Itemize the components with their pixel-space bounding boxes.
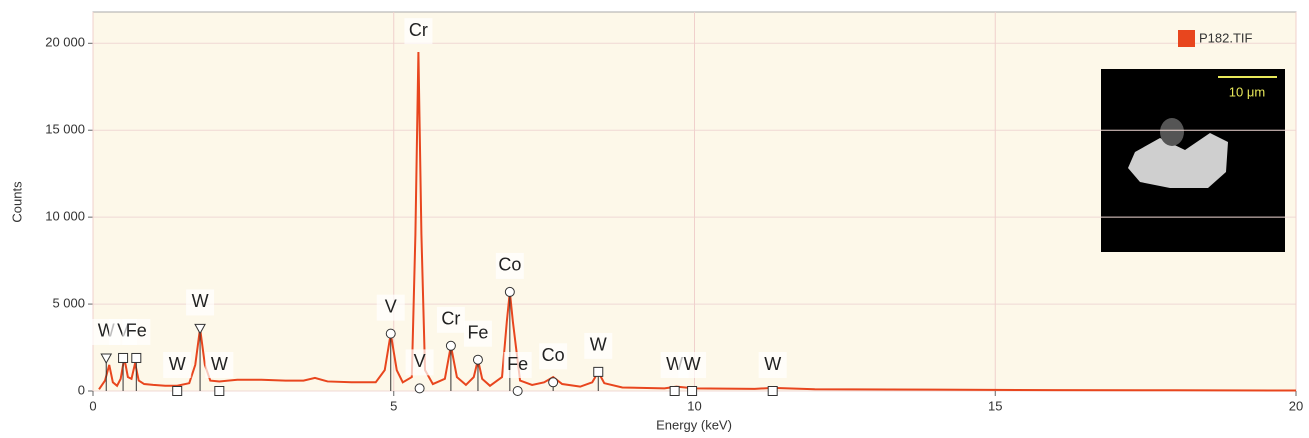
x-axis-label: Energy (keV) xyxy=(656,417,732,432)
marker xyxy=(386,329,395,338)
marker xyxy=(415,384,424,393)
marker xyxy=(513,387,522,396)
marker xyxy=(670,387,679,396)
marker xyxy=(119,353,128,362)
annotation-label: W xyxy=(684,354,701,374)
marker xyxy=(688,387,697,396)
y-tick-label: 0 xyxy=(78,382,85,397)
chart: Energy (keV) Counts 10 μm 0 5 000 10 000 15… xyxy=(0,0,1309,438)
marker xyxy=(173,387,182,396)
y-tick-label: 5 000 xyxy=(52,296,85,311)
scale-label: 10 μm xyxy=(1229,84,1265,99)
annotation-label: W xyxy=(192,291,209,311)
annotation-label: Cr xyxy=(409,20,428,40)
marker xyxy=(446,341,455,350)
annotation-label: V xyxy=(385,296,397,316)
annotation-label: W xyxy=(590,335,607,355)
annotation: Cr xyxy=(404,18,432,44)
marker xyxy=(132,353,141,362)
annotation-label: Fe xyxy=(507,354,528,374)
marker xyxy=(549,378,558,387)
x-tick-label: 20 xyxy=(1289,398,1303,413)
y-tick-label: 10 000 xyxy=(45,209,85,224)
annotation-label: V xyxy=(414,351,426,371)
y-axis-label: Counts xyxy=(9,181,24,223)
particle-shadow xyxy=(1160,118,1184,146)
x-tick-label: 10 xyxy=(687,398,701,413)
y-tick-label: 20 000 xyxy=(45,35,85,50)
annotation-label: Cr xyxy=(441,309,460,329)
x-tick-label: 15 xyxy=(988,398,1002,413)
annotation-label: Co xyxy=(498,255,521,275)
annotation-label: Co xyxy=(542,345,565,365)
annotation-label: W xyxy=(764,354,781,374)
y-tick-label: 15 000 xyxy=(45,122,85,137)
marker xyxy=(505,287,514,296)
annotation-label: Fe xyxy=(467,322,488,342)
annotation-label: W xyxy=(211,354,228,374)
annotation-label: W xyxy=(169,354,186,374)
annotation-label: Fe xyxy=(126,321,147,341)
legend-swatch xyxy=(1178,30,1195,47)
marker xyxy=(215,387,224,396)
marker xyxy=(768,387,777,396)
inset-image: 10 μm xyxy=(1101,69,1285,252)
legend-label: P182.TIF xyxy=(1199,30,1253,45)
x-tick-label: 5 xyxy=(390,398,397,413)
marker xyxy=(473,355,482,364)
x-tick-label: 0 xyxy=(89,398,96,413)
marker xyxy=(594,367,603,376)
